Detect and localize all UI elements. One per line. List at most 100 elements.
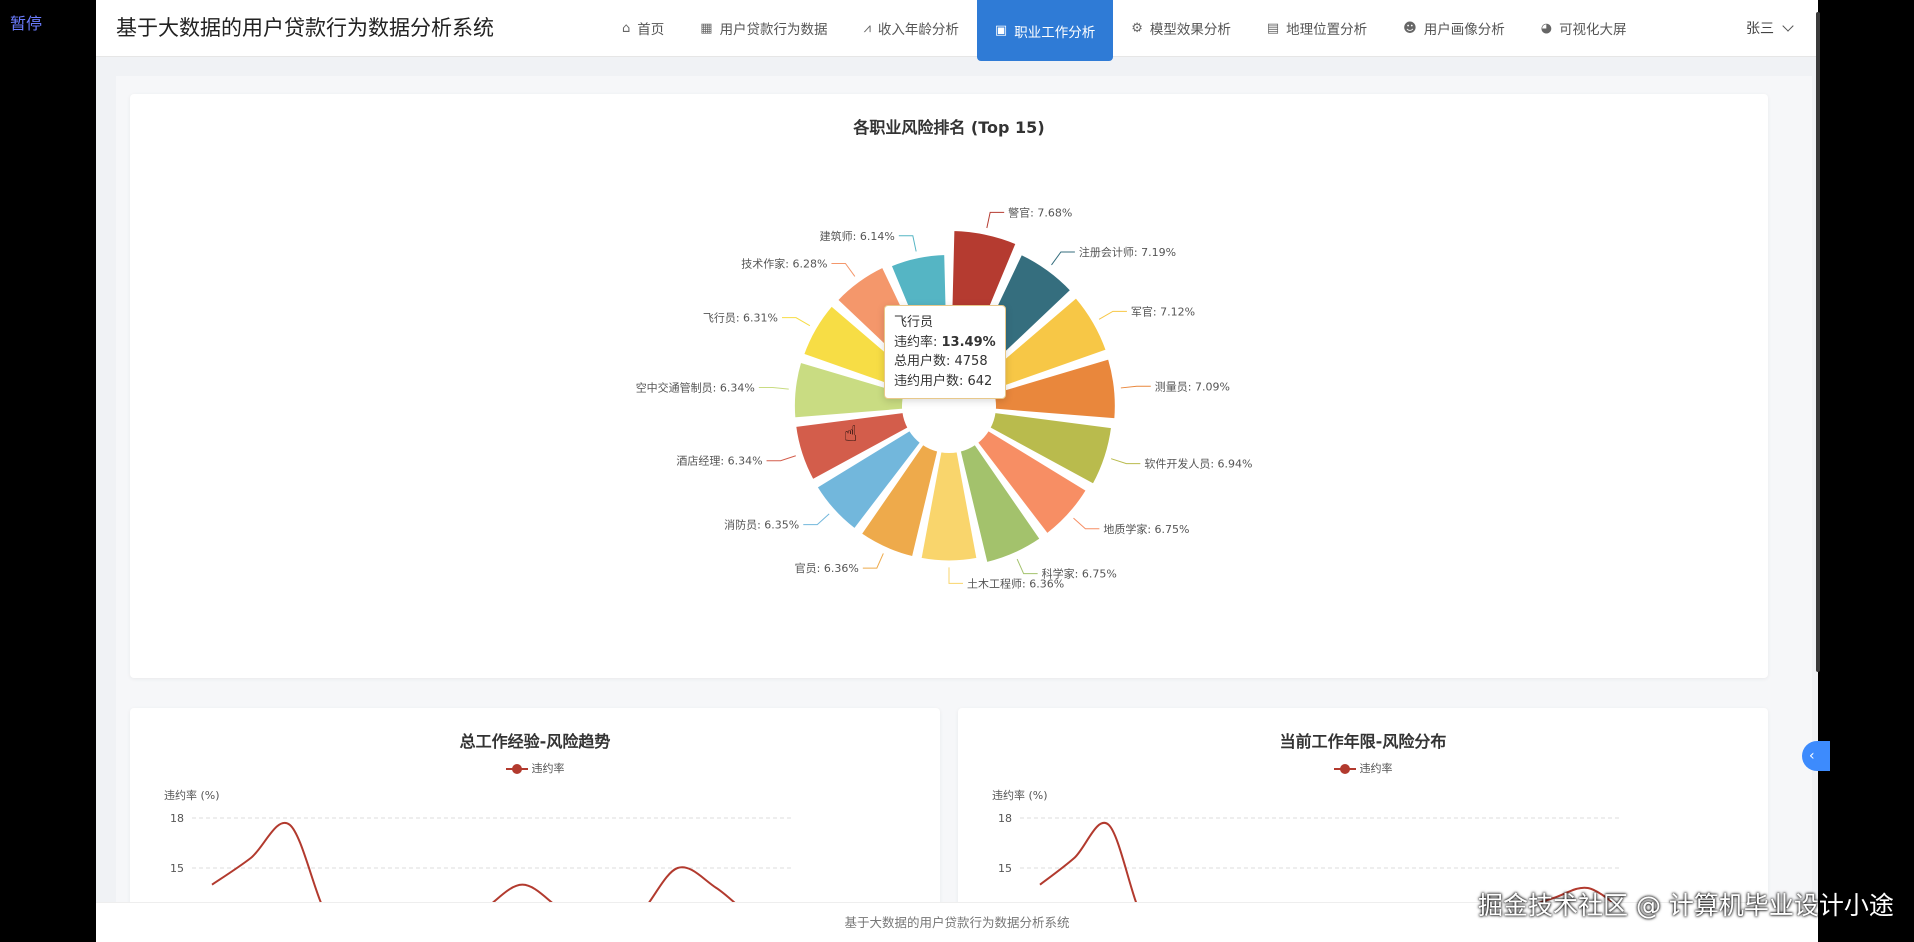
- tooltip-rate: 违约率: 13.49%: [894, 333, 996, 353]
- series-line: [211, 821, 795, 942]
- nav-item-label: 用户画像分析: [1423, 22, 1505, 38]
- system-title: 基于大数据的用户贷款行为数据分析系统: [116, 16, 494, 40]
- main-content: 各职业风险排名 (Top 15) 警官: 7.68% 注册会计师: 7.19% 军官…: [116, 76, 1812, 942]
- nav-item-label: 可视化大屏: [1559, 22, 1627, 38]
- nav-item-label: 地理位置分析: [1286, 22, 1368, 38]
- pie-label-line: [1051, 251, 1075, 266]
- nav-item-4[interactable]: ⚙ 模型效果分析: [1113, 0, 1249, 56]
- pause-label[interactable]: 暂停: [10, 14, 43, 33]
- top-navbar: 基于大数据的用户贷款行为数据分析系统 ⌂ 首页 ▦ 用户贷款行为数据 ⩘ 收入年龄分析 ▣ 职…: [96, 0, 1818, 61]
- pie-slice[interactable]: [919, 450, 979, 563]
- experience-legend-label: 违约率: [531, 762, 565, 775]
- legend-marker-icon: [505, 764, 528, 774]
- nav-item-5[interactable]: ▤ 地理位置分析: [1249, 0, 1385, 56]
- pie-label-line: [1073, 517, 1100, 530]
- pie-label-line: [1098, 310, 1127, 320]
- pie-slice[interactable]: [815, 428, 923, 531]
- pie-slice[interactable]: [958, 442, 1042, 565]
- pie-label-line: [758, 386, 789, 390]
- pie-slice[interactable]: [988, 410, 1114, 486]
- pie-slice-label: 科学家: 6.75%: [1042, 567, 1117, 581]
- hand-cursor-icon: ☝: [844, 422, 858, 447]
- line-chart-icon: ⩘: [863, 20, 871, 36]
- scrollbar[interactable]: [1816, 12, 1820, 672]
- main-nav: ⌂ 首页 ▦ 用户贷款行为数据 ⩘ 收入年龄分析 ▣ 职业工作分析 ⚙ 模型效果分析 ▤ 地理位置分析…: [604, 0, 1645, 61]
- tooltip-rate-value: 13.49%: [941, 334, 996, 350]
- app-window: 基于大数据的用户贷款行为数据分析系统 ⌂ 首页 ▦ 用户贷款行为数据 ⩘ 收入年龄分析 ▣ 职…: [96, 0, 1818, 942]
- briefcase-icon: ▣: [994, 23, 1008, 38]
- pie-slice-label: 飞行员: 6.31%: [703, 312, 778, 325]
- pie-label-line: [1120, 385, 1151, 389]
- tenure-legend[interactable]: 违约率: [958, 760, 1768, 776]
- nav-item-1[interactable]: ▦ 用户贷款行为数据: [682, 0, 845, 56]
- gears-icon: ⚙: [1131, 20, 1143, 36]
- pie-label-line: [948, 567, 963, 584]
- user-name: 张三: [1746, 21, 1774, 37]
- nav-item-2[interactable]: ⩘ 收入年龄分析: [846, 0, 977, 56]
- home-icon: ⌂: [622, 20, 631, 36]
- tooltip-total: 总用户数: 4758: [894, 354, 988, 369]
- user-menu[interactable]: 张三: [1746, 18, 1794, 38]
- nav-item-label: 模型效果分析: [1149, 22, 1231, 38]
- pie-slice[interactable]: [975, 428, 1088, 536]
- y-tick-label: 15: [170, 862, 184, 875]
- tenure-chart-title: 当前工作年限-风险分布: [1279, 732, 1447, 751]
- pie-slice-label: 注册会计师: 7.19%: [1079, 245, 1176, 259]
- pie-slice-label: 空中交通管制员: 6.34%: [636, 380, 755, 394]
- y-axis-label: 违约率 (%): [992, 788, 1048, 802]
- watermark: 掘金技术社区 @ 计算机毕业设计小途: [1478, 891, 1894, 920]
- nav-item-3[interactable]: ▣ 职业工作分析: [976, 0, 1114, 61]
- nav-item-label: 首页: [637, 22, 665, 38]
- pie-slice[interactable]: [992, 357, 1117, 421]
- experience-legend[interactable]: 违约率: [130, 760, 940, 776]
- pie-slice-label: 建筑师: 6.14%: [820, 229, 895, 243]
- occupation-risk-card: 各职业风险排名 (Top 15) 警官: 7.68% 注册会计师: 7.19% 军官…: [130, 94, 1768, 678]
- y-axis-label: 违约率 (%): [164, 788, 220, 802]
- nav-item-7[interactable]: ◕ 可视化大屏: [1523, 0, 1645, 56]
- pie-slice[interactable]: [792, 360, 906, 420]
- pie-label-line: [862, 553, 884, 569]
- page-footer: 基于大数据的用户贷款行为数据分析系统: [96, 902, 1818, 942]
- collapse-chevron-icon[interactable]: ‹: [1802, 741, 1830, 771]
- tooltip-rate-label: 违约率:: [894, 334, 942, 350]
- pie-label-line: [1110, 458, 1141, 465]
- experience-chart-title: 总工作经验-风险趋势: [459, 732, 611, 751]
- pie-label-line: [898, 235, 917, 252]
- pie-slice-label: 技术作家: 6.28%: [741, 256, 827, 270]
- users-icon: ☻: [1403, 20, 1417, 36]
- chart-tooltip: 飞行员 违约率: 13.49% 总用户数: 4758 违约用户数: 642: [884, 305, 1006, 399]
- tooltip-name: 飞行员: [894, 315, 934, 330]
- chevron-down-icon: [1782, 20, 1794, 32]
- pie-slice-label: 官员: 6.36%: [795, 561, 859, 575]
- pie-slice-label: 警官: 7.68%: [1008, 205, 1072, 219]
- pie-slice-label: 软件开发人员: 6.94%: [1144, 457, 1252, 471]
- y-tick-label: 18: [998, 812, 1012, 825]
- pie-slice[interactable]: [859, 442, 940, 559]
- pie-label-line: [1016, 558, 1038, 575]
- pie-label-line: [766, 455, 796, 462]
- pie-slice-label: 测量员: 7.09%: [1155, 380, 1230, 393]
- pie-label-line: [782, 317, 811, 327]
- pie-slice-label: 土木工程师: 6.36%: [967, 577, 1064, 590]
- y-tick-label: 15: [998, 862, 1012, 875]
- pie-label-line: [803, 513, 830, 526]
- occupation-chart-title: 各职业风险排名 (Top 15): [853, 118, 1045, 137]
- table-icon: ▦: [700, 20, 713, 36]
- tooltip-default: 违约用户数: 642: [894, 373, 993, 389]
- pie-label-line: [831, 262, 856, 277]
- pie-slice-label: 军官: 7.12%: [1131, 304, 1195, 318]
- tenure-legend-label: 违约率: [1359, 762, 1393, 775]
- y-tick-label: 18: [170, 812, 184, 825]
- pie-slice[interactable]: [794, 410, 910, 482]
- nav-item-0[interactable]: ⌂ 首页: [604, 0, 682, 56]
- nav-item-label: 职业工作分析: [1014, 24, 1096, 41]
- nav-item-label: 收入年龄分析: [877, 22, 959, 38]
- pie-slice-label: 消防员: 6.35%: [724, 518, 799, 532]
- pie-slice-label: 地质学家: 6.75%: [1103, 522, 1189, 536]
- map-icon: ▤: [1266, 20, 1280, 36]
- pie-label-line: [986, 211, 1005, 229]
- nav-item-6[interactable]: ☻ 用户画像分析: [1385, 0, 1523, 56]
- legend-marker-icon: [1333, 764, 1356, 774]
- experience-risk-line-chart: 违约率 (%) 18 15: [164, 788, 795, 942]
- pie-slice-label: 酒店经理: 6.34%: [676, 454, 762, 468]
